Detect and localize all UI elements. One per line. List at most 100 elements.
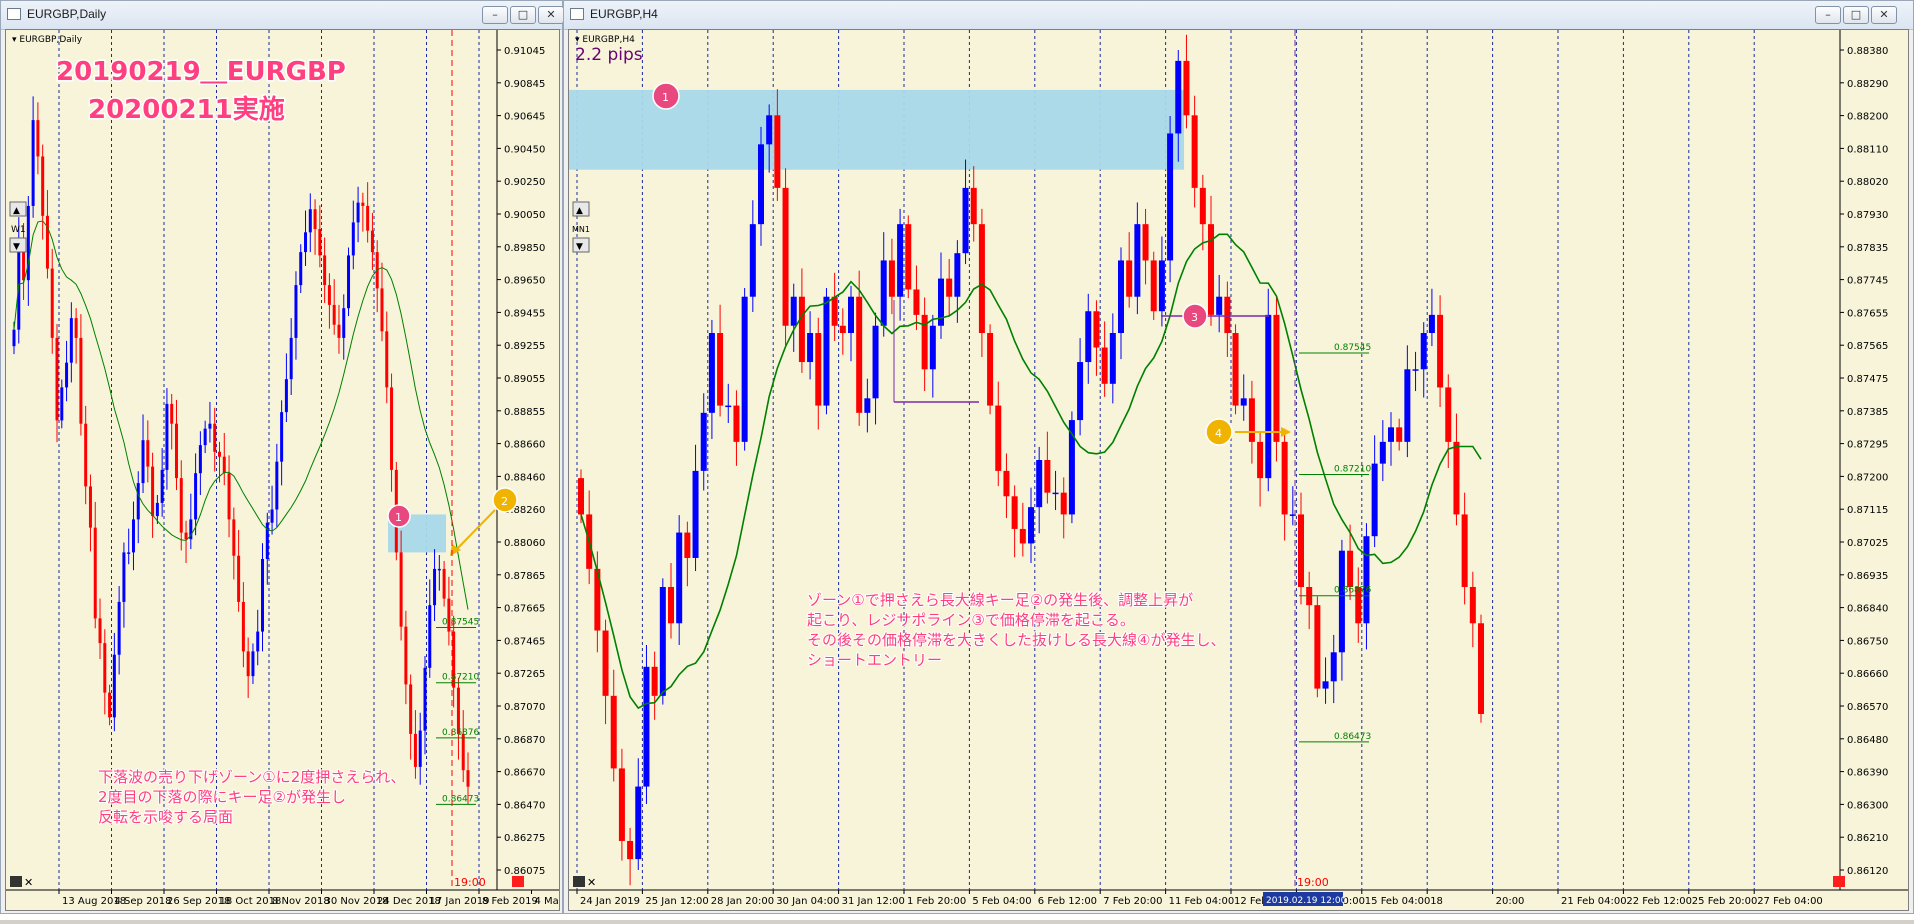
x-tick-label: 1 Feb 20:00 <box>907 896 966 907</box>
candle-body <box>905 224 912 290</box>
candle-body <box>1158 260 1165 312</box>
close-button[interactable]: ✕ <box>538 6 564 24</box>
candle-body <box>1469 586 1476 624</box>
candle-body <box>1175 60 1182 134</box>
x-tick-label: 17 Jan 2019 <box>430 896 490 907</box>
y-tick-label: 0.86210 <box>1847 833 1888 844</box>
candle-body <box>69 318 73 363</box>
candle-body <box>88 486 92 528</box>
window-title: EURGBP,H4 <box>590 7 658 21</box>
y-tick-label: 0.86275 <box>504 833 545 844</box>
y-tick-label: 0.87465 <box>504 636 545 647</box>
candle-body <box>84 423 88 487</box>
candle-body <box>385 331 389 388</box>
x-tick-label: 8 Feb 2019 <box>482 896 538 907</box>
candle-body <box>913 289 920 315</box>
maximize-button[interactable]: □ <box>1843 6 1869 24</box>
candle-body <box>1093 311 1100 348</box>
chart-daily[interactable]: 13 Aug 2018 4 Sep 2018 26 Sep 2018 18 Oct 2… <box>5 29 560 911</box>
candle-body <box>122 552 126 602</box>
candle-body <box>618 768 625 841</box>
marker-1 <box>387 504 411 528</box>
candle-body <box>41 156 45 216</box>
x-tick-label: 8 Nov 2018 <box>272 896 330 907</box>
candle-body <box>323 255 327 286</box>
candle-body <box>308 209 312 233</box>
minimize-button[interactable]: – <box>482 6 508 24</box>
y-tick-label: 0.89455 <box>504 308 545 319</box>
candle-body <box>79 337 83 424</box>
candle-body <box>217 451 221 457</box>
y-tick-label: 0.86470 <box>504 800 545 811</box>
overlay-title-line1: 20190219＿EURGBP <box>56 57 346 87</box>
candle-body <box>774 115 781 188</box>
candle-body <box>160 469 164 503</box>
candle-body <box>1404 369 1411 442</box>
candle-body <box>261 558 265 632</box>
time-marker: 19:00 <box>1297 876 1329 889</box>
y-tick-label: 0.86670 <box>504 768 545 779</box>
level-label: 0.86473 <box>1334 732 1371 742</box>
candle-body <box>790 296 797 326</box>
candle-body <box>578 478 584 515</box>
candle-body <box>342 308 346 338</box>
y-tick-label: 0.86120 <box>1847 866 1888 877</box>
candle-body <box>194 473 198 520</box>
candle-body <box>1257 441 1264 479</box>
y-tick-label: 0.87200 <box>1847 472 1888 483</box>
candle-body <box>108 692 112 718</box>
x-tick-label: 11 Feb 04:00 <box>1169 896 1235 907</box>
symbol-label: ▾ EURGBP,H4 <box>575 35 635 45</box>
candle-body <box>93 527 97 619</box>
candle-body <box>289 337 293 380</box>
marker-3-label: 3 <box>1191 311 1198 324</box>
y-tick-label: 0.88380 <box>1847 46 1888 57</box>
tf-badge: W1 <box>11 225 26 235</box>
candle-body <box>1298 514 1304 587</box>
y-tick-label: 0.87865 <box>504 571 545 582</box>
candle-body <box>1281 441 1288 515</box>
candle-body <box>692 470 699 558</box>
tf-down-icon: ▼ <box>13 242 20 252</box>
candle-body <box>433 568 437 606</box>
x-tick-label: 18 Oct 2018 <box>220 896 282 907</box>
tf-down-icon: ▼ <box>576 242 583 252</box>
maximize-button[interactable]: □ <box>510 6 536 24</box>
marker-1 <box>652 82 680 110</box>
x-tick-label: 24 Dec 2018 <box>377 896 441 907</box>
candle-body <box>766 115 773 145</box>
candle-body <box>1134 224 1141 297</box>
candle-body <box>610 695 617 769</box>
candle-body <box>437 568 441 571</box>
close-button[interactable]: ✕ <box>1871 6 1897 24</box>
candle-body <box>1453 441 1460 515</box>
x-tick-label: 24 Jan 2019 <box>580 896 640 907</box>
level-label: 0.87545 <box>1334 343 1371 353</box>
marker-4 <box>1205 418 1233 446</box>
chart-h4[interactable]: 24 Jan 2019 25 Jan 12:00 28 Jan 20:00 30 Ja… <box>568 29 1909 911</box>
marker-2 <box>492 487 518 513</box>
candle-body <box>725 405 732 408</box>
status-bar <box>0 920 1914 924</box>
candle-body <box>962 187 969 254</box>
chart-window-icon <box>570 8 584 20</box>
candle-body <box>888 260 895 297</box>
candle-body <box>222 456 226 474</box>
candle-body <box>872 325 879 399</box>
candle-body <box>815 333 822 406</box>
candle-body <box>823 296 830 406</box>
comment-line: その後その価格停滞を大きくした抜けしる長大線④が発生し、 <box>807 631 1225 649</box>
y-tick-label: 0.87835 <box>1847 243 1888 254</box>
candle-body <box>380 288 384 332</box>
candle-body <box>36 120 40 157</box>
minimize-button[interactable]: – <box>1815 6 1841 24</box>
candle-body <box>1101 347 1108 384</box>
y-tick-label: 0.86075 <box>504 866 545 877</box>
y-tick-label: 0.90845 <box>504 79 545 90</box>
x-tick-label: 5 Feb 04:00 <box>972 896 1031 907</box>
y-tick-label: 0.87745 <box>1847 276 1888 287</box>
y-tick-label: 0.87265 <box>504 669 545 680</box>
candle-body <box>442 568 446 599</box>
pips-label: 2.2 pips <box>575 45 643 65</box>
